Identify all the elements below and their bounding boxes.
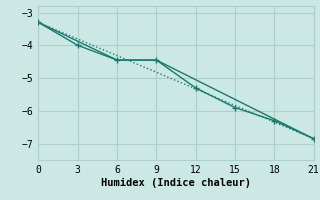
- X-axis label: Humidex (Indice chaleur): Humidex (Indice chaleur): [101, 178, 251, 188]
